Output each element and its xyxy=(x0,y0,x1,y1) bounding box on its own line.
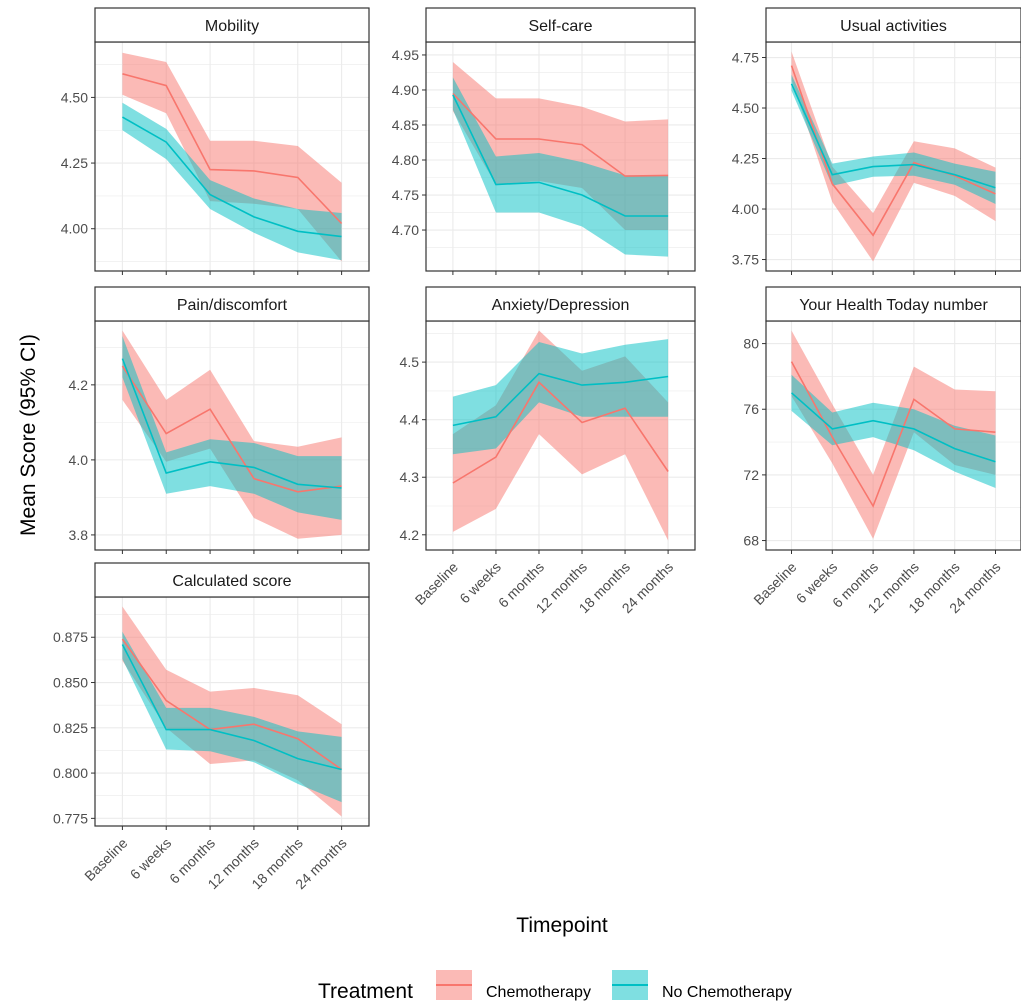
strip-background xyxy=(765,7,1021,43)
y-tick-label: 0.850 xyxy=(53,675,88,691)
y-tick-label: 4.50 xyxy=(61,89,88,105)
y-tick-label: 4.90 xyxy=(392,82,419,98)
y-tick-label: 4.50 xyxy=(732,100,759,116)
panel-calculated-score: Calculated score 0.775 0.800 0.825 0.850 0.87… xyxy=(53,562,370,892)
y-tick-label: 4.80 xyxy=(392,152,419,168)
series-line-chemotherapy xyxy=(122,73,343,225)
strip-title: Your Health Today number xyxy=(799,297,988,314)
series-line-no-chemotherapy xyxy=(121,644,342,771)
series-line-no-chemotherapy xyxy=(121,358,342,489)
y-axis-title: Mean Score (95% CI) xyxy=(17,334,40,536)
y-tick-label: 4.4 xyxy=(400,412,420,428)
series-line-chemotherapy xyxy=(121,638,343,771)
strip-title: Calculated score xyxy=(172,573,291,590)
y-tick-label: 4.85 xyxy=(392,117,419,133)
y-tick-label: 4.70 xyxy=(392,222,419,238)
y-tick-label: 4.25 xyxy=(732,151,759,167)
y-tick-label: 4.95 xyxy=(392,47,419,63)
x-tick-label: Baseline xyxy=(750,559,799,608)
series-line-chemotherapy xyxy=(790,65,996,237)
ci-ribbon-no-chemotherapy xyxy=(122,631,342,803)
strip-title: Anxiety/Depression xyxy=(492,297,630,314)
strip-title: Usual activities xyxy=(840,18,947,35)
ci-ribbon-no-chemotherapy xyxy=(791,374,996,488)
series-line-no-chemotherapy xyxy=(122,116,342,238)
legend-label-no-chemotherapy: No Chemotherapy xyxy=(662,984,792,1001)
legend-label-chemotherapy: Chemotherapy xyxy=(486,984,591,1001)
strip-title: Self-care xyxy=(528,18,592,35)
y-tick-label: 4.75 xyxy=(732,50,759,66)
y-tick-label: 4.75 xyxy=(392,187,419,203)
x-tick-label: Baseline xyxy=(412,559,461,608)
x-tick-label: Baseline xyxy=(81,835,130,884)
legend-key-chemotherapy xyxy=(436,970,472,1000)
y-tick-label: 72 xyxy=(743,467,759,483)
y-tick-label: 0.775 xyxy=(53,810,88,826)
y-tick-label: 4.00 xyxy=(732,201,759,217)
strip-background xyxy=(94,286,370,322)
x-axis-title: Timepoint xyxy=(516,914,608,937)
strip-title: Pain/discomfort xyxy=(177,297,288,314)
y-tick-label: 80 xyxy=(743,336,759,352)
strip-background xyxy=(765,286,1021,322)
y-tick-label: 0.800 xyxy=(53,765,88,781)
panel-pain-discomfort: Pain/discomfort 3.8 4.0 4.2 xyxy=(69,286,370,554)
ci-ribbon-no-chemotherapy xyxy=(452,77,669,257)
y-tick-label: 76 xyxy=(743,401,759,417)
ci-ribbon-no-chemotherapy xyxy=(122,102,342,261)
strip-background xyxy=(94,562,370,598)
panel-self-care: Self-care 4.70 4.75 4.80 4.85 4.90 4.95 xyxy=(392,7,696,275)
series-line-chemotherapy xyxy=(452,92,669,177)
series-line-no-chemotherapy xyxy=(452,94,669,217)
legend: Treatment Chemotherapy No Chemotherapy xyxy=(318,970,792,1003)
strip-background xyxy=(94,7,370,43)
series-line-no-chemotherapy xyxy=(790,392,996,463)
y-tick-label: 4.25 xyxy=(61,155,88,171)
y-tick-label: 0.825 xyxy=(53,720,88,736)
panel-mobility: Mobility 4.00 4.25 4.50 xyxy=(61,7,370,275)
series-line-chemotherapy xyxy=(452,381,669,484)
y-tick-label: 68 xyxy=(743,533,759,549)
panel-usual-activities: Usual activities 3.75 4.00 4.25 4.50 4.75 xyxy=(732,7,1021,275)
strip-background xyxy=(425,286,696,322)
y-tick-label: 4.5 xyxy=(400,354,420,370)
y-tick-label: 3.8 xyxy=(69,527,89,543)
strip-title: Mobility xyxy=(205,18,259,35)
y-tick-label: 4.3 xyxy=(400,469,420,485)
y-tick-label: 0.875 xyxy=(53,629,88,645)
series-line-chemotherapy xyxy=(121,365,342,493)
ci-ribbon-no-chemotherapy xyxy=(122,336,342,520)
series-line-no-chemotherapy xyxy=(790,83,996,189)
legend-key-no-chemotherapy xyxy=(612,970,648,1000)
y-tick-label: 4.2 xyxy=(69,377,89,393)
strip-background xyxy=(425,7,696,43)
legend-title: Treatment xyxy=(318,980,413,1003)
series-line-no-chemotherapy xyxy=(452,372,669,427)
ci-ribbon-no-chemotherapy xyxy=(452,339,669,455)
facet-panels: Mobility 4.00 4.25 4.50 Self-care 4.70 4.75 4.8… xyxy=(53,7,1021,892)
series-line-chemotherapy xyxy=(790,361,996,508)
ci-ribbon-chemotherapy xyxy=(791,51,996,262)
y-tick-label: 4.0 xyxy=(69,452,89,468)
panel-your-health-today-number: Your Health Today number 68 72 76 80 Baseline… xyxy=(743,286,1021,616)
y-tick-label: 4.2 xyxy=(400,527,420,543)
panel-anxiety-depression: Anxiety/Depression4.24.34.44.5Baseline6 … xyxy=(400,286,696,616)
y-tick-label: 3.75 xyxy=(732,252,759,268)
y-tick-label: 4.00 xyxy=(61,221,88,237)
